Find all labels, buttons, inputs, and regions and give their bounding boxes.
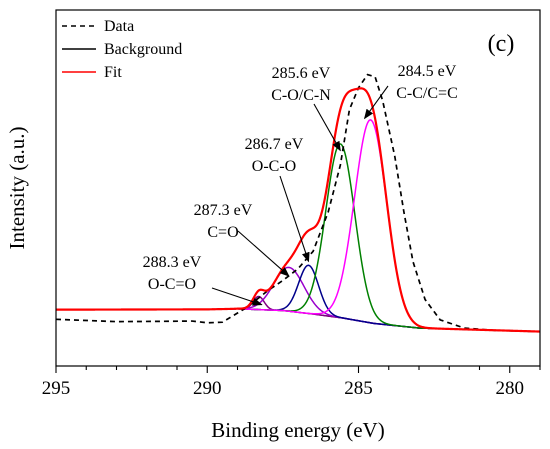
x-tick-label: 290 [193, 378, 222, 399]
component-peak-2883 [56, 295, 540, 333]
annotation-arrow-2873 [237, 230, 290, 277]
panel-label: (c) [488, 31, 515, 57]
annotation-arrow-2856 [313, 103, 341, 152]
x-axis-title: Binding energy (eV) [211, 418, 384, 442]
annotation-assignment-2867: O-C-O [252, 158, 296, 175]
annotation-arrow-2867 [279, 175, 310, 263]
legend-label-data: Data [104, 18, 134, 35]
annotation-energy-2867: 286.7 eV [245, 136, 304, 153]
x-tick-label: 295 [42, 378, 71, 399]
x-tick-label: 285 [344, 378, 373, 399]
annotation-energy-2856: 285.6 eV [272, 65, 331, 82]
x-ticks: 295 290 285 280 [42, 366, 541, 399]
annotation-energy-2883: 288.3 eV [143, 254, 202, 271]
x-tick-label: 280 [496, 378, 525, 399]
legend: Data Background Fit [62, 18, 182, 81]
legend-label-background: Background [104, 41, 182, 58]
legend-label-fit: Fit [104, 64, 122, 81]
component-peak-2856 [56, 143, 540, 333]
annotation-energy-2845: 284.5 eV [398, 63, 457, 80]
series-data [56, 73, 540, 333]
curves-layer [56, 73, 540, 333]
annotation-arrow-2845 [363, 85, 389, 120]
annotation-arrow-2883 [211, 287, 263, 306]
annotation-assignment-2856: C-O/C-N [271, 87, 331, 104]
annotations-layer: 288.3 eV O-C=O 287.3 eV C=O 286.7 eV O-C-O 285… [143, 63, 458, 306]
y-axis-title: Intensity (a.u.) [5, 126, 29, 249]
annotation-energy-2873: 287.3 eV [194, 202, 253, 219]
annotation-assignment-2845: C-C/C=C [396, 85, 457, 102]
annotation-assignment-2873: C=O [207, 224, 238, 241]
series-fit [56, 87, 540, 333]
annotation-assignment-2883: O-C=O [148, 276, 196, 293]
